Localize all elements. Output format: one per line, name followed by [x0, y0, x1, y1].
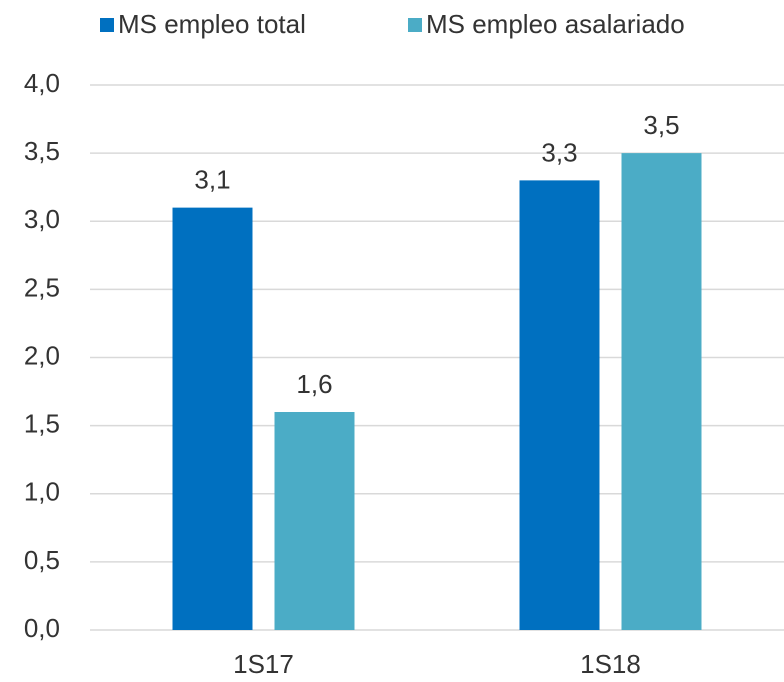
data-label: 3,1	[194, 165, 230, 195]
y-tick-label: 4,0	[24, 68, 60, 98]
y-tick-label: 3,5	[24, 136, 60, 166]
bar	[519, 180, 600, 630]
x-tick-label: 1S18	[580, 649, 641, 679]
bar	[172, 207, 253, 630]
y-tick-label: 3,0	[24, 204, 60, 234]
y-tick-label: 1,0	[24, 477, 60, 507]
bar	[274, 412, 355, 630]
legend-label: MS empleo asalariado	[426, 9, 685, 39]
x-tick-label: 1S17	[233, 649, 294, 679]
y-tick-label: 0,0	[24, 613, 60, 643]
y-tick-label: 2,5	[24, 272, 60, 302]
data-label: 3,3	[541, 137, 577, 167]
legend-label: MS empleo total	[118, 9, 306, 39]
data-label: 3,5	[643, 110, 679, 140]
legend-swatch	[408, 18, 422, 32]
bar	[621, 153, 702, 630]
y-tick-label: 0,5	[24, 545, 60, 575]
y-tick-label: 1,5	[24, 409, 60, 439]
legend-swatch	[100, 18, 114, 32]
y-tick-label: 2,0	[24, 340, 60, 370]
data-label: 1,6	[296, 369, 332, 399]
